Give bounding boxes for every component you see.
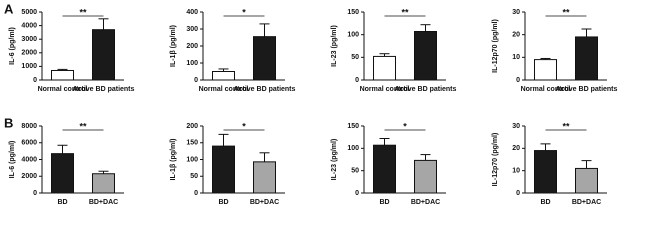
- bar: [575, 36, 598, 81]
- x-tick-label: Normal control: [38, 86, 88, 93]
- y-tick-label: 20: [512, 145, 520, 152]
- y-tick-label: 5000: [21, 9, 37, 16]
- x-tick-label: BD: [379, 199, 389, 206]
- y-tick-label: 1000: [21, 63, 37, 70]
- y-tick-label: 0: [194, 77, 198, 84]
- bar: [414, 159, 437, 194]
- y-axis-label: IL-1β (pg/ml): [170, 139, 177, 181]
- y-axis-label: IL-1β (pg/ml): [170, 25, 177, 67]
- figure: AIL-6 (pg/ml)010002000300040005000Normal…: [4, 1, 618, 206]
- y-tick-label: 0: [516, 77, 520, 84]
- y-tick-label: 100: [186, 156, 198, 163]
- bar: [534, 150, 557, 194]
- y-tick-label: 10: [512, 54, 520, 61]
- y-tick-label: 200: [186, 123, 198, 130]
- y-tick-label: 2000: [21, 173, 37, 180]
- significance-label: **: [562, 121, 570, 131]
- y-tick-label: 10: [512, 168, 520, 175]
- bar: [92, 173, 115, 194]
- y-tick-label: 30: [512, 9, 520, 16]
- y-axis-label: IL-12p70 (pg/ml): [492, 133, 499, 187]
- x-tick-label: BD+DAC: [250, 199, 279, 206]
- bar: [253, 36, 276, 81]
- y-tick-label: 4000: [21, 22, 37, 29]
- y-tick-label: 150: [347, 123, 359, 130]
- y-tick-label: 50: [351, 168, 359, 175]
- y-axis-label: IL-12p70 (pg/ml): [492, 19, 499, 73]
- bar: [212, 145, 235, 194]
- y-tick-label: 50: [351, 54, 359, 61]
- bar: [92, 29, 115, 81]
- y-axis-label: IL-23 (pg/ml): [331, 139, 338, 181]
- y-tick-label: 20: [512, 32, 520, 39]
- page: {"chart_data": [ {"type": "bar", "panel"…: [4, 1, 618, 206]
- bar: [373, 144, 396, 194]
- y-axis-label: IL-23 (pg/ml): [331, 25, 338, 67]
- y-tick-label: 0: [194, 190, 198, 197]
- x-tick-label: Normal control: [360, 86, 410, 93]
- x-tick-label: Active BD patients: [234, 86, 296, 93]
- bar: [575, 167, 598, 194]
- x-tick-label: BD: [540, 199, 550, 206]
- significance-label: **: [79, 121, 87, 131]
- y-tick-label: 0: [355, 77, 359, 84]
- significance-label: **: [79, 7, 87, 17]
- x-tick-label: BD+DAC: [411, 199, 440, 206]
- y-tick-label: 100: [186, 60, 198, 67]
- y-tick-label: 400: [186, 9, 198, 16]
- bar: [51, 153, 74, 194]
- x-tick-label: BD: [57, 199, 67, 206]
- y-tick-label: 300: [186, 26, 198, 33]
- x-tick-label: Normal control: [521, 86, 571, 93]
- bar: [373, 55, 396, 81]
- y-tick-label: 30: [512, 123, 520, 130]
- y-tick-label: 0: [516, 190, 520, 197]
- significance-label: **: [562, 7, 570, 17]
- y-tick-label: 100: [347, 145, 359, 152]
- y-tick-label: 2000: [21, 50, 37, 57]
- bar: [534, 59, 557, 81]
- significance-label: **: [401, 7, 409, 17]
- x-tick-label: BD+DAC: [572, 199, 601, 206]
- y-tick-label: 6000: [21, 140, 37, 147]
- x-tick-label: Active BD patients: [556, 86, 618, 93]
- x-tick-label: BD+DAC: [89, 199, 118, 206]
- y-tick-label: 8000: [21, 123, 37, 130]
- y-axis-label: IL-6 (pg/ml): [9, 141, 16, 179]
- y-axis-label: IL-6 (pg/ml): [9, 27, 16, 65]
- significance-label: *: [242, 7, 246, 17]
- x-tick-label: Normal control: [199, 86, 249, 93]
- bar: [212, 71, 235, 81]
- panel-label: B: [4, 115, 13, 130]
- bar: [51, 69, 74, 81]
- y-tick-label: 0: [33, 77, 37, 84]
- y-tick-label: 0: [33, 190, 37, 197]
- x-tick-label: Active BD patients: [395, 86, 457, 93]
- y-tick-label: 150: [347, 9, 359, 16]
- y-tick-label: 100: [347, 32, 359, 39]
- y-tick-label: 150: [186, 140, 198, 147]
- bar: [414, 30, 437, 81]
- panel-label: A: [4, 1, 14, 16]
- significance-label: *: [403, 121, 407, 131]
- significance-label: *: [242, 121, 246, 131]
- x-tick-label: Active BD patients: [73, 86, 135, 93]
- x-tick-label: BD: [218, 199, 228, 206]
- y-tick-label: 200: [186, 43, 198, 50]
- y-tick-label: 0: [355, 190, 359, 197]
- y-tick-label: 3000: [21, 36, 37, 43]
- y-tick-label: 4000: [21, 156, 37, 163]
- bar: [253, 161, 276, 194]
- y-tick-label: 50: [190, 173, 198, 180]
